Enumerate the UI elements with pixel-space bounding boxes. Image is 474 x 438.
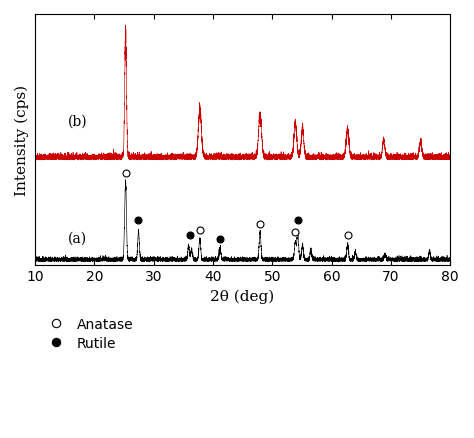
Text: (a): (a) xyxy=(68,231,87,245)
X-axis label: 2θ (deg): 2θ (deg) xyxy=(210,290,275,304)
Legend: Anatase, Rutile: Anatase, Rutile xyxy=(42,317,133,350)
Text: (b): (b) xyxy=(68,115,87,128)
Y-axis label: Intensity (cps): Intensity (cps) xyxy=(15,85,29,195)
